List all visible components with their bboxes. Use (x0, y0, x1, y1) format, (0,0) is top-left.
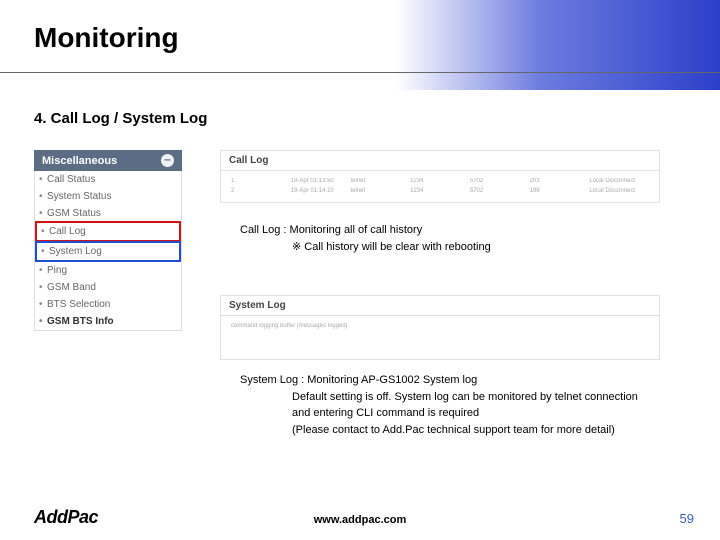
call-log-cell: 19-Apr 01:14:10 (291, 187, 351, 197)
system-log-panel-body: command logging buffer [messages logged] (221, 316, 659, 338)
sidebar-item[interactable]: Call Status (35, 171, 181, 188)
sidebar-item[interactable]: System Status (35, 188, 181, 205)
footer: AddPac www.addpac.com 59 (0, 502, 720, 532)
call-log-cell: 5702 (470, 187, 530, 197)
caption-line: System Log : Monitoring AP-GS1002 System… (240, 374, 477, 386)
call-log-cell: 2 (231, 187, 291, 197)
system-log-panel-title: System Log (221, 296, 659, 316)
call-log-cell: telnet (350, 187, 410, 197)
sidebar-miscellaneous: Miscellaneous – Call StatusSystem Status… (34, 150, 182, 331)
sidebar-list: Call StatusSystem StatusGSM StatusCall L… (34, 171, 182, 331)
call-log-row: 119-Apr 01:13:50telnet12345702203Local D… (231, 177, 649, 187)
call-log-caption: Call Log : Monitoring all of call histor… (240, 222, 491, 255)
call-log-row: 219-Apr 01:14:10telnet12345702198Local D… (231, 187, 649, 197)
call-log-cell: telnet (350, 177, 410, 187)
call-log-cell: 1234 (410, 187, 470, 197)
sidebar-header-label: Miscellaneous (42, 155, 117, 167)
call-log-cell: 19-Apr 01:13:50 (291, 177, 351, 187)
sidebar-item[interactable]: GSM BTS Info (35, 313, 181, 330)
caption-line: and entering CLI command is required (240, 405, 638, 422)
call-log-panel-body: 119-Apr 01:13:50telnet12345702203Local D… (221, 171, 659, 202)
system-log-caption: System Log : Monitoring AP-GS1002 System… (240, 372, 638, 438)
page-title: Monitoring (34, 22, 720, 54)
call-log-panel: Call Log 119-Apr 01:13:50telnet123457022… (220, 150, 660, 203)
sidebar-item[interactable]: GSM Band (35, 279, 181, 296)
section-heading: 4. Call Log / System Log (34, 110, 207, 127)
caption-line: Default setting is off. System log can b… (240, 389, 638, 406)
sidebar-item[interactable]: Call Log (35, 221, 181, 242)
call-log-cell: Local Disconnect (589, 177, 649, 187)
sidebar-item[interactable]: Ping (35, 262, 181, 279)
call-log-cell: 1 (231, 177, 291, 187)
footer-url: www.addpac.com (314, 514, 407, 526)
title-underline (0, 72, 720, 73)
call-log-cell: 5702 (470, 177, 530, 187)
call-log-panel-title: Call Log (221, 151, 659, 171)
call-log-cell: 198 (530, 187, 590, 197)
brand-logo: AddPac (34, 507, 98, 528)
caption-line: (Please contact to Add.Pac technical sup… (240, 422, 638, 439)
page-number: 59 (680, 511, 694, 526)
call-log-cell: Local Disconnect (589, 187, 649, 197)
call-log-cell: 1234 (410, 177, 470, 187)
sidebar-header[interactable]: Miscellaneous – (34, 150, 182, 171)
caption-line: ※ Call history will be clear with reboot… (240, 239, 491, 256)
title-bar: Monitoring (0, 0, 720, 90)
call-log-cell: 203 (530, 177, 590, 187)
sidebar-item[interactable]: BTS Selection (35, 296, 181, 313)
collapse-icon[interactable]: – (161, 154, 174, 167)
system-log-panel: System Log command logging buffer [messa… (220, 295, 660, 360)
sidebar-item[interactable]: System Log (35, 241, 181, 262)
sidebar-item[interactable]: GSM Status (35, 205, 181, 222)
caption-line: Call Log : Monitoring all of call histor… (240, 224, 422, 236)
